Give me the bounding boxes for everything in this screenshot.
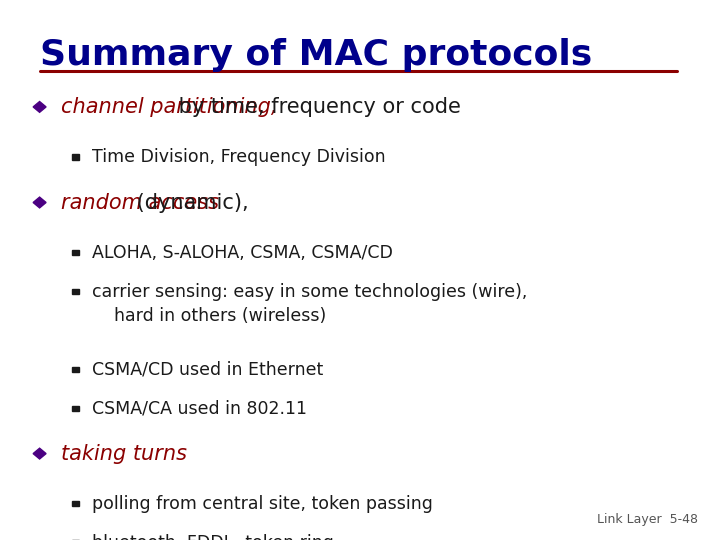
Text: Link Layer  5-48: Link Layer 5-48	[598, 514, 698, 526]
Bar	[72, 406, 78, 411]
Text: taking turns: taking turns	[61, 444, 187, 464]
Polygon shape	[33, 448, 46, 459]
Bar	[72, 250, 78, 255]
Text: random access: random access	[61, 193, 219, 213]
Bar	[72, 289, 78, 294]
Text: (dynamic),: (dynamic),	[130, 193, 248, 213]
Bar	[72, 501, 78, 507]
Bar	[72, 367, 78, 372]
Polygon shape	[33, 197, 46, 208]
Bar	[72, 154, 78, 160]
Text: CSMA/CA used in 802.11: CSMA/CA used in 802.11	[92, 400, 307, 417]
Text: Time Division, Frequency Division: Time Division, Frequency Division	[92, 148, 386, 166]
Text: carrier sensing: easy in some technologies (wire),
    hard in others (wireless): carrier sensing: easy in some technologi…	[92, 283, 528, 325]
Text: ALOHA, S-ALOHA, CSMA, CSMA/CD: ALOHA, S-ALOHA, CSMA, CSMA/CD	[92, 244, 393, 262]
Text: channel partitioning,: channel partitioning,	[61, 97, 278, 117]
Text: polling from central site, token passing: polling from central site, token passing	[92, 495, 433, 513]
Polygon shape	[33, 102, 46, 112]
Text: by time, frequency or code: by time, frequency or code	[171, 97, 461, 117]
Text: bluetooth, FDDI,  token ring: bluetooth, FDDI, token ring	[92, 534, 334, 540]
Text: CSMA/CD used in Ethernet: CSMA/CD used in Ethernet	[92, 361, 323, 379]
Text: Summary of MAC protocols: Summary of MAC protocols	[40, 38, 592, 72]
